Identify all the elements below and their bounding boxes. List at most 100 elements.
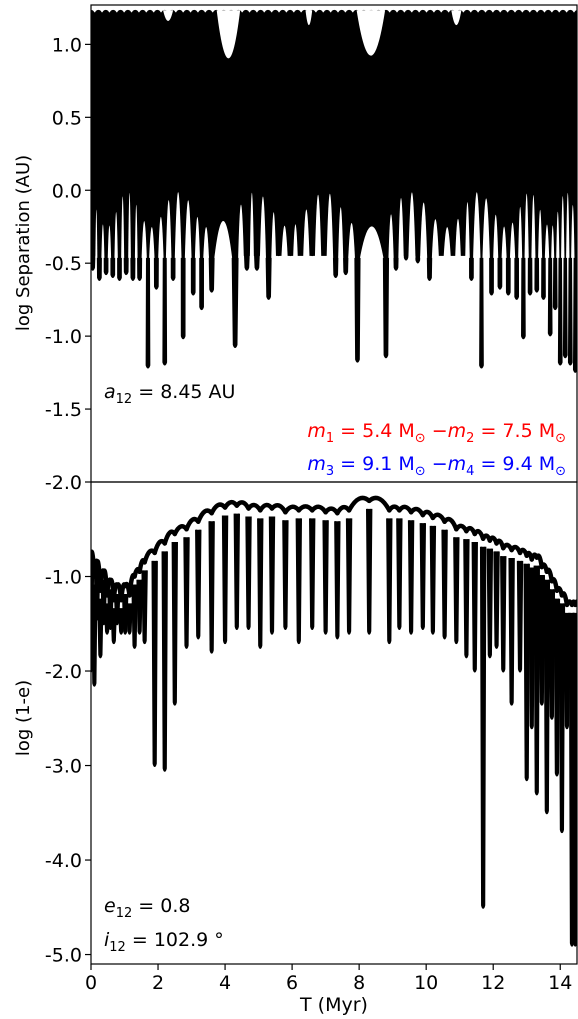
separation-edge-bump — [507, 9, 515, 17]
eccentricity-spike — [553, 598, 561, 777]
separation-gap — [556, 211, 560, 258]
separation-edge-bump — [279, 9, 287, 17]
separation-spike — [479, 233, 484, 369]
eccentricity-spike — [233, 513, 240, 630]
separation-edge-bump — [471, 9, 478, 17]
separation-edge-bump — [286, 9, 294, 17]
separation-spike — [308, 233, 316, 257]
separation-spike — [450, 233, 456, 249]
separation-edge-bump — [522, 9, 530, 17]
eccentricity-spike — [151, 560, 158, 768]
separation-edge-bump — [552, 9, 559, 17]
top-y-tick-label: -0.5 — [45, 253, 82, 275]
separation-gap — [493, 214, 499, 258]
separation-edge-bump — [412, 9, 419, 17]
separation-edge-bump — [198, 9, 206, 17]
mass-annotation-blue: m3 = 9.1 M⊙ −m4 = 9.4 M⊙ — [307, 453, 566, 479]
separation-edge-bump — [397, 9, 405, 17]
separation-edge-bump — [559, 9, 567, 17]
separation-edge-bump — [242, 9, 250, 17]
separation-spike — [253, 233, 261, 271]
separation-gap — [158, 216, 164, 258]
eccentricity-spike — [508, 558, 515, 706]
x-tick-label: 12 — [481, 972, 505, 994]
separation-gap — [566, 192, 570, 258]
eccentricity-spike — [221, 515, 229, 645]
eccentricity-spike — [407, 520, 415, 635]
separation-spike — [320, 233, 328, 252]
separation-spike — [402, 233, 410, 261]
separation-spike — [552, 233, 558, 311]
bottom-plot-area — [91, 495, 577, 947]
separation-gap — [338, 207, 344, 258]
separation-spike — [110, 233, 116, 279]
separation-edge-bump — [566, 9, 574, 17]
separation-edge-bump — [205, 9, 213, 17]
separation-gap — [398, 198, 404, 258]
separation-gap — [95, 209, 98, 258]
separation-gap — [134, 204, 138, 258]
separation-gap — [203, 226, 209, 258]
bottom-axes-frame — [90, 481, 578, 965]
separation-gap — [121, 196, 125, 258]
separation-edge-bump — [271, 9, 279, 17]
mass-annotation-red: m1 = 5.4 M⊙ −m2 = 7.5 M⊙ — [307, 420, 566, 446]
separation-gap — [326, 193, 334, 258]
separation-gap — [271, 212, 277, 258]
separation-edge-bump — [316, 9, 323, 17]
bottom-y-tick-label: -2.0 — [45, 661, 82, 683]
separation-edge-bump — [441, 9, 449, 17]
separation-edge-bump — [117, 9, 124, 17]
separation-gap — [114, 212, 118, 258]
top-y-tick-label: 0.0 — [52, 180, 82, 202]
eccentricity-spike — [543, 579, 551, 815]
separation-edge-bump — [249, 9, 257, 17]
bottom-y-tick-label: -5.0 — [45, 945, 82, 967]
separation-spike — [286, 233, 294, 257]
separation-edge-bump — [330, 9, 338, 17]
eccentricity-spike — [334, 521, 341, 640]
eccentricity-spike — [295, 518, 303, 645]
separation-spike — [514, 233, 520, 300]
eccentricity-spike — [419, 523, 427, 630]
eccentricity-spike — [345, 518, 353, 635]
separation-edge-bump — [485, 9, 493, 17]
separation-gap — [149, 226, 155, 258]
eccentricity-spike — [257, 518, 264, 649]
x-tick-label: 4 — [219, 972, 231, 994]
separation-gap — [473, 192, 481, 258]
top-y-tick-label: 1.0 — [52, 34, 82, 56]
top-y-axis: 1.0 0.5 0.0 -0.5 -1.0 -1.5 -2.0 — [45, 34, 91, 494]
eccentricity-spike — [386, 518, 393, 645]
separation-spike — [521, 233, 526, 340]
bottom-y-axis-label: log (1-e) — [13, 680, 34, 756]
separation-gap — [293, 224, 298, 258]
separation-edge-bump — [124, 9, 132, 17]
separation-gap — [314, 194, 322, 258]
separation-edge-bump — [294, 9, 301, 17]
separation-spike — [162, 233, 168, 366]
separation-spike — [468, 233, 474, 281]
separation-gap — [388, 214, 394, 258]
eccentricity-spike — [131, 584, 138, 649]
eccentricity-spike — [453, 537, 460, 645]
separation-spike — [392, 233, 400, 271]
separation-spike — [117, 233, 122, 281]
separation-gap — [561, 196, 565, 258]
eccentricity-spike — [493, 551, 500, 649]
separation-gap — [524, 193, 529, 258]
eccentricity-spike — [161, 551, 168, 772]
separation-edge-bump — [544, 9, 552, 17]
eccentricity-spike — [322, 520, 329, 635]
separation-edge-bump — [515, 9, 523, 17]
eccentricity-spike — [195, 529, 202, 640]
separation-spike — [296, 233, 304, 249]
x-tick-label: 14 — [548, 972, 572, 994]
separation-top-dip — [365, 10, 377, 49]
separation-spike — [265, 233, 273, 300]
eccentricity-spike — [141, 570, 148, 645]
separation-spike — [275, 233, 283, 257]
separation-edge-bump — [338, 9, 346, 17]
top-y-tick-label: 0.5 — [52, 107, 82, 129]
separation-spike — [489, 233, 494, 296]
